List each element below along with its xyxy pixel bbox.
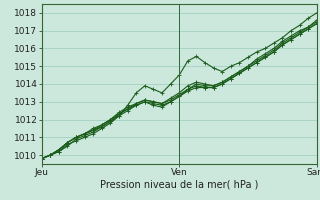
X-axis label: Pression niveau de la mer( hPa ): Pression niveau de la mer( hPa )	[100, 180, 258, 190]
